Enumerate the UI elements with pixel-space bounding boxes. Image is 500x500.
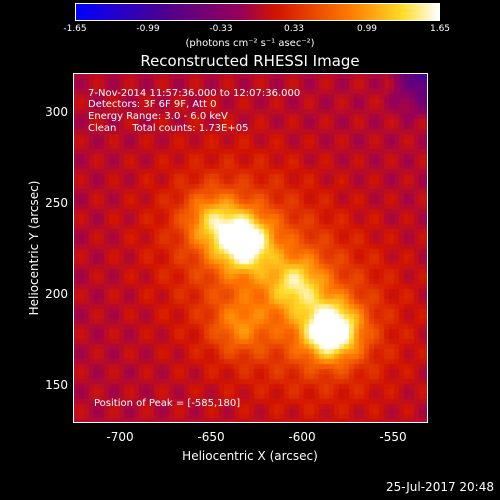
x-tick-label: -600 [288, 430, 316, 444]
image-plot: 7-Nov-2014 11:57:36.000 to 12:07:36.000 … [73, 73, 428, 423]
colorbar-tick: -0.33 [209, 24, 233, 34]
colorbar-tick: 0.99 [356, 24, 378, 34]
x-tick-label: -650 [197, 430, 225, 444]
x-tick-label: -700 [106, 430, 134, 444]
colorbar-tick: -0.99 [136, 24, 160, 34]
colorbar [75, 3, 440, 21]
y-tick-label: 200 [45, 287, 68, 301]
colorbar-tick: 0.33 [283, 24, 305, 34]
colorbar-units: (photons cm⁻² s⁻¹ asec⁻²) [185, 38, 315, 49]
time-range-label: 7-Nov-2014 11:57:36.000 to 12:07:36.000 [88, 88, 301, 99]
colorbar-tick: 1.65 [429, 24, 451, 34]
y-axis-label: Heliocentric Y (arcsec) [27, 180, 41, 316]
x-axis-label: Heliocentric X (arcsec) [182, 449, 318, 463]
x-tick-label: -550 [379, 430, 407, 444]
y-tick-label: 150 [45, 378, 68, 392]
total-counts-label: Clean Total counts: 1.73E+05 [88, 123, 249, 134]
peak-position-label: Position of Peak = [-585,180] [94, 398, 241, 409]
y-tick-label: 300 [45, 105, 68, 119]
plot-timestamp: 25-Jul-2017 20:48 [385, 480, 494, 494]
y-tick-label: 250 [45, 196, 68, 210]
energy-range-label: Energy Range: 3.0 - 6.0 keV [88, 111, 228, 122]
colorbar-tick: -1.65 [63, 24, 87, 34]
plot-title: Reconstructed RHESSI Image [140, 52, 360, 70]
detectors-label: Detectors: 3F 6F 9F, Att 0 [88, 99, 217, 110]
rhessi-heatmap [74, 74, 427, 422]
